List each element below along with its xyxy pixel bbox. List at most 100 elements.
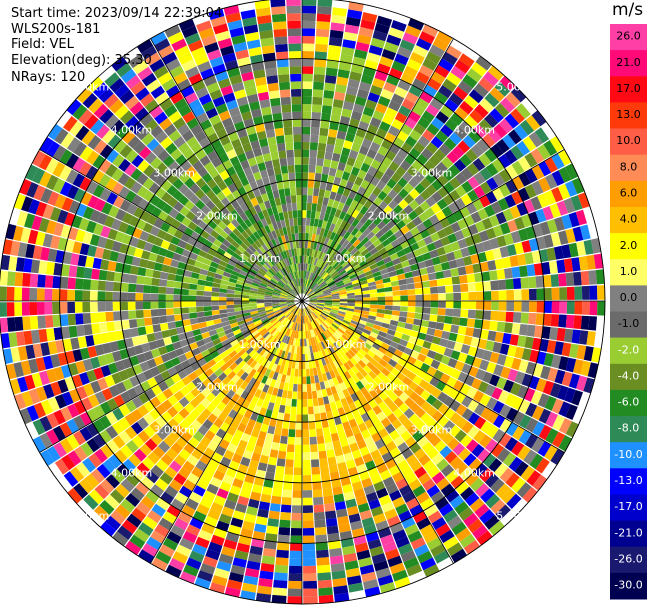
radar-gate [101, 388, 113, 401]
radar-gate [432, 37, 449, 52]
radar-gate [305, 307, 309, 315]
radar-gate [361, 138, 373, 149]
radar-gate [162, 537, 179, 551]
radar-gate [251, 484, 263, 494]
radar-gate [53, 327, 63, 341]
radar-gate [267, 313, 275, 319]
radar-gate [430, 543, 446, 557]
radar-gate [133, 344, 144, 355]
radar-gate [257, 211, 265, 220]
radar-gate [166, 504, 181, 518]
radar-gate [317, 397, 324, 406]
radar-gate [246, 236, 255, 245]
radar-gate [65, 153, 79, 169]
radar-gate [38, 260, 48, 275]
radar-gate [500, 366, 511, 379]
radar-gate [173, 288, 182, 295]
radar-gate [243, 250, 252, 259]
radar-gate [264, 471, 275, 481]
radar-gate [188, 295, 197, 301]
radar-gate [104, 494, 120, 510]
radar-gate [506, 244, 517, 256]
radar-gate [387, 515, 401, 527]
radar-gate [373, 196, 383, 207]
radar-gate [314, 266, 320, 274]
radar-gate [253, 421, 263, 431]
radar-gate [409, 442, 422, 454]
radar-gate [353, 488, 366, 499]
radar-gate [312, 489, 323, 498]
radar-gate [321, 323, 328, 331]
radar-gate [203, 125, 216, 137]
radar-gate [43, 384, 55, 399]
radar-gate [154, 38, 171, 52]
radar-gate [355, 297, 363, 301]
radar-gate [431, 117, 445, 130]
radar-gate [149, 58, 165, 73]
radar-gate [286, 311, 292, 318]
radar-gate [477, 338, 488, 350]
radar-gate [241, 71, 254, 82]
radar-gate [105, 178, 118, 192]
radar-gate [200, 563, 216, 575]
radar-gate [92, 154, 106, 169]
radar-gate [525, 168, 538, 184]
radar-gate [525, 402, 538, 417]
radar-gate [232, 342, 241, 350]
radar-gate [187, 473, 200, 485]
radar-gate [503, 233, 514, 246]
radar-gate [250, 164, 260, 174]
radar-gate [216, 391, 226, 402]
radar-gate [479, 434, 492, 448]
radar-gate [443, 181, 455, 194]
radar-gate [157, 72, 173, 85]
radar-gate [240, 159, 250, 170]
radar-gate [451, 316, 461, 326]
radar-gate [459, 120, 473, 135]
radar-gate [416, 517, 431, 530]
radar-gate [253, 171, 262, 181]
radar-gate [304, 308, 308, 316]
radar-gate [351, 279, 360, 285]
radar-gate [245, 247, 254, 256]
radar-gate [146, 79, 161, 93]
radar-gate [122, 212, 133, 224]
radar-gate [315, 306, 324, 311]
radar-gate [308, 264, 312, 272]
radar-gate [271, 247, 278, 256]
radar-gate [392, 529, 407, 542]
radar-gate [135, 293, 144, 301]
radar-gate [236, 280, 245, 286]
radar-gate [414, 312, 423, 320]
radar-gate [345, 341, 353, 349]
radar-gate [268, 336, 276, 344]
radar-gate [88, 453, 102, 468]
radar-gate [225, 263, 235, 271]
radar-gate [202, 377, 212, 388]
radar-gate [489, 87, 505, 102]
radar-gate [298, 331, 301, 339]
radar-gate [308, 330, 312, 338]
radar-gate [102, 459, 117, 474]
radar-gate [330, 471, 340, 481]
radar-gate [128, 274, 138, 284]
radar-gate [130, 121, 145, 135]
radar-gate [259, 314, 268, 320]
radar-gate [328, 37, 343, 47]
radar-gate [226, 289, 235, 294]
radar-gate [244, 279, 253, 285]
radar-gate [219, 170, 230, 181]
radar-gate [155, 497, 170, 511]
radar-gate [442, 78, 457, 92]
radar-gate [315, 291, 324, 296]
radar-gate [364, 353, 373, 362]
radar-gate [120, 68, 137, 84]
radar-gate [223, 449, 235, 461]
radar-gate [497, 279, 507, 290]
radar-gate [283, 127, 293, 136]
radar-gate [492, 158, 505, 173]
radar-gate [328, 378, 335, 388]
radar-gate [370, 474, 383, 485]
radar-gate [408, 381, 419, 392]
radar-gate [201, 387, 211, 398]
